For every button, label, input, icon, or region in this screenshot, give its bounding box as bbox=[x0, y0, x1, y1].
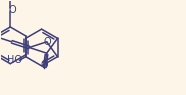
Text: O: O bbox=[44, 37, 51, 47]
Text: HO: HO bbox=[7, 55, 22, 65]
Text: O: O bbox=[41, 60, 48, 70]
Text: O: O bbox=[9, 5, 16, 15]
